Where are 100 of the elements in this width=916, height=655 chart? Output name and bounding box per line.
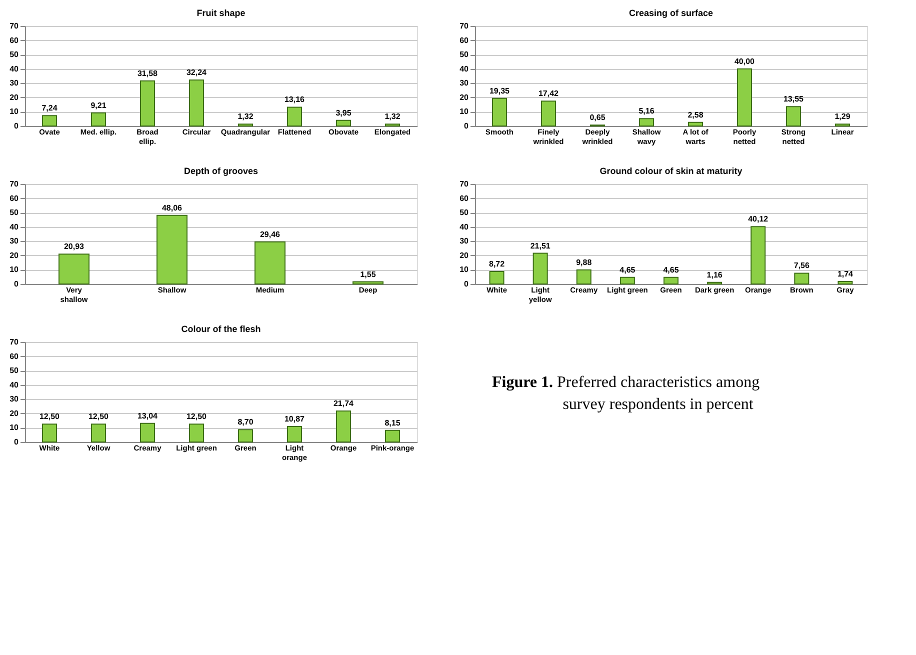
y-tick-label: 20 [10, 92, 20, 102]
y-tick-label: 10 [10, 265, 20, 274]
bar [91, 424, 106, 442]
y-tick-label: 30 [10, 394, 20, 404]
y-tick-label: 50 [10, 50, 20, 60]
y-tick-label: 10 [460, 107, 470, 116]
data-label: 1,16 [706, 270, 723, 280]
bar [91, 112, 106, 126]
bar [140, 422, 155, 442]
data-label: 9,88 [576, 258, 592, 267]
y-tick-label: 30 [460, 78, 470, 88]
y-tick-label: 50 [10, 366, 20, 376]
data-label: 1,29 [834, 112, 851, 122]
data-label: 40,00 [734, 56, 756, 66]
data-label: 8,72 [488, 260, 506, 269]
bar [58, 254, 90, 284]
data-label: 1,32 [238, 112, 254, 122]
bar [42, 115, 57, 126]
y-tick-label: 30 [460, 236, 470, 246]
text: Preferred characteristics among survey respondents in percent [557, 374, 760, 413]
data-label: 19,35 [489, 86, 510, 96]
data-label: 8,70 [238, 418, 254, 427]
y-tick-label: 20 [10, 408, 20, 418]
y-tick-label: 20 [460, 250, 470, 260]
data-label: 1,32 [384, 112, 401, 122]
bar [838, 281, 853, 284]
bar [541, 100, 556, 126]
bar [576, 269, 592, 284]
y-tick-label: 70 [10, 338, 20, 346]
bar [639, 118, 654, 126]
y-tick-label: 0 [14, 438, 20, 446]
bar [140, 80, 155, 126]
bar [532, 252, 548, 284]
data-label: 10,87 [284, 414, 306, 424]
y-tick-label: 70 [460, 22, 470, 30]
data-label: 48,06 [162, 203, 183, 212]
data-label: 12,50 [88, 412, 110, 422]
chart-title: Ground colour of skin at maturity [600, 166, 742, 176]
bar [336, 120, 351, 126]
bar [385, 430, 400, 442]
y-tick-label: 40 [460, 64, 470, 74]
data-label: 12,50 [39, 412, 60, 422]
y-tick-label: 30 [10, 78, 20, 88]
data-label: 13,04 [137, 411, 158, 420]
y-tick-label: 60 [10, 352, 20, 361]
data-label: 0,65 [590, 113, 606, 122]
chart-title: Creasing of surface [628, 8, 714, 18]
bar [352, 281, 384, 284]
y-tick-label: 30 [10, 236, 20, 246]
y-tick-label: 40 [10, 222, 20, 232]
y-tick-label: 40 [460, 222, 470, 232]
bar [189, 424, 204, 442]
y-tick-label: 0 [464, 122, 470, 130]
data-label: 21,74 [333, 398, 354, 408]
bar [238, 429, 253, 442]
y-tick-label: 40 [10, 380, 20, 390]
data-label: 32,24 [186, 68, 208, 77]
bar [287, 106, 302, 126]
data-label: 1,55 [360, 270, 376, 279]
data-label: 8,15 [384, 418, 401, 428]
bar [489, 271, 504, 284]
bar [156, 214, 188, 284]
y-tick-label: 10 [10, 107, 20, 116]
data-label: 5,16 [638, 106, 655, 116]
data-label: 40,12 [748, 214, 769, 224]
y-tick-label: 60 [10, 36, 20, 45]
y-tick-label: 10 [460, 265, 470, 274]
chart-title: Fruit shape [196, 8, 246, 18]
data-label: 3,95 [336, 108, 352, 118]
bar [620, 276, 635, 284]
data-label: 7,56 [794, 261, 810, 270]
chart-title: Depth of grooves [184, 166, 258, 176]
bar [688, 122, 703, 126]
bar [750, 226, 766, 284]
data-label: 31,58 [137, 68, 158, 78]
bar [794, 272, 810, 284]
y-tick-label: 50 [460, 208, 470, 218]
data-label: 21,51 [530, 241, 551, 250]
data-label: 4,65 [620, 265, 636, 274]
chart-title: Colour of the flesh [181, 324, 261, 334]
bar [42, 424, 57, 442]
y-tick-label: 60 [460, 36, 470, 45]
data-label: 13,16 [284, 95, 306, 104]
data-label: 20,93 [64, 242, 85, 252]
y-tick-label: 20 [10, 250, 20, 260]
y-tick-label: 60 [10, 194, 20, 203]
y-tick-label: 10 [10, 423, 20, 432]
data-label: 4,65 [663, 265, 680, 274]
data-label: 1,74 [837, 270, 854, 279]
y-tick-label: 0 [14, 280, 20, 288]
y-tick-label: 50 [10, 208, 20, 218]
y-tick-label: 0 [14, 122, 20, 130]
bar [786, 106, 801, 126]
bar [336, 410, 351, 442]
bar [189, 79, 204, 126]
bar [287, 426, 302, 442]
bar [664, 276, 678, 284]
data-label: 12,50 [186, 412, 208, 422]
y-tick-label: 70 [10, 22, 20, 30]
data-label: 13,55 [783, 94, 804, 104]
